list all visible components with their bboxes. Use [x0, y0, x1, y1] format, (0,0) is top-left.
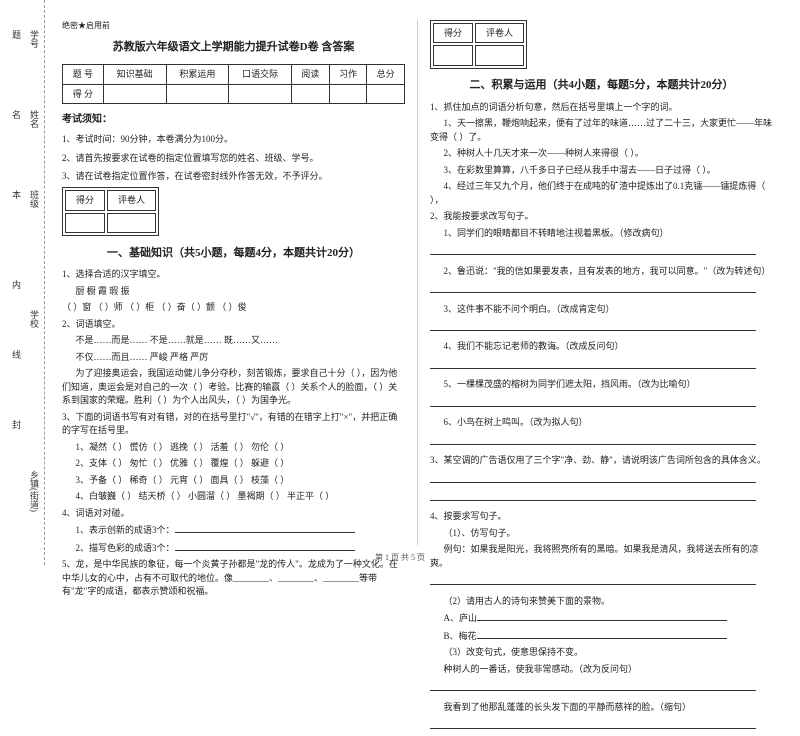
- blank-line: [430, 491, 756, 501]
- left-column: 绝密★启用前 苏教版六年级语文上学期能力提升试卷D卷 含答案 题 号 知识基础 …: [50, 20, 418, 545]
- score-cell: [229, 84, 292, 103]
- blank-line: [477, 611, 727, 621]
- question-text: （3）改变句式，使意思保持不变。: [430, 646, 773, 660]
- question-text: 不仅……而且…… 严峻 严格 严厉: [62, 351, 405, 365]
- notice-item: 2、请首先按要求在试卷的指定位置填写您的姓名、班级、学号。: [62, 151, 405, 165]
- binding-label: 乡镇(街道): [28, 470, 41, 512]
- question-text: （1）、仿写句子。: [430, 527, 773, 541]
- question: 3、下面的词语书写有对有错，对的在括号里打"√"，有错的在错字上打"×"，并把正…: [62, 411, 405, 438]
- grader-box: 得分 评卷人: [430, 20, 527, 69]
- notice-title: 考试须知：: [62, 112, 405, 128]
- question-text: 不是……而是…… 不是……就是…… 既……又……: [62, 334, 405, 348]
- page-footer: 第 1 页 共 5 页: [0, 552, 800, 563]
- blank-line: [477, 629, 727, 639]
- question: 5、龙，是中华民族的象征，每一个炎黄子孙都是"龙的传人"。龙成为了一种文化。在中…: [62, 558, 405, 599]
- question: 1、选择合适的汉字填空。: [62, 268, 405, 282]
- score-header: 题 号: [63, 65, 104, 84]
- binding-margin: 学号 题 姓名 名 班级 本 内 学校 线 封 乡镇(街道): [0, 0, 45, 565]
- question: 2、词语填空。: [62, 318, 405, 332]
- score-header: 积累运用: [166, 65, 229, 84]
- blank-line: [430, 575, 756, 585]
- right-column: 得分 评卷人 二、积累与运用（共4小题，每题5分，本题共计20分） 1、抓住加点…: [418, 20, 785, 545]
- score-header: 习作: [329, 65, 367, 84]
- question-text: 4、我们不能忘记老师的教诲。（改成反问句）: [430, 340, 773, 354]
- binding-mark: 本: [10, 190, 23, 199]
- score-table: 题 号 知识基础 积累运用 口语交际 阅读 习作 总分 得 分: [62, 64, 405, 104]
- binding-mark: 封: [10, 420, 23, 429]
- blank-line: [430, 473, 756, 483]
- blank-line: [430, 359, 756, 369]
- blank-line: [430, 245, 756, 255]
- score-cell: [103, 84, 166, 103]
- confidential-mark: 绝密★启用前: [62, 20, 405, 33]
- question-text: 1、凝然（ ） 慌仿（ ） 逃挽（ ） 活羞（ ） 勿伦（ ）: [62, 441, 405, 455]
- table-row: 题 号 知识基础 积累运用 口语交际 阅读 习作 总分: [63, 65, 405, 84]
- score-cell: 得 分: [63, 84, 104, 103]
- score-cell: [166, 84, 229, 103]
- grader-label: 评卷人: [107, 190, 156, 210]
- question-text: 1、表示创新的成语3个：: [62, 523, 405, 538]
- question: 1、抓住加点的词语分析句意，然后在括号里填上一个字的词。: [430, 101, 773, 115]
- binding-mark: 线: [10, 350, 23, 359]
- question: 2、我能按要求改写句子。: [430, 210, 773, 224]
- question-text: 4、经过三年又九个月，他们终于在成吨的矿渣中提炼出了0.1克镭——镭提炼得（ ）…: [430, 180, 773, 207]
- table-row: 得 分: [63, 84, 405, 103]
- exam-title: 苏教版六年级语文上学期能力提升试卷D卷 含答案: [62, 39, 405, 57]
- blank-line: [430, 719, 756, 729]
- question-text: （2）请用古人的诗句来赞美下面的景物。: [430, 595, 773, 609]
- score-cell: [329, 84, 367, 103]
- blank-line: [175, 523, 355, 533]
- binding-label: 学校: [28, 310, 41, 328]
- question-text: 3、予备（ ） 稀奇（ ） 元宵（ ） 面具（ ） 枝藻（ ）: [62, 474, 405, 488]
- binding-label: 姓名: [28, 110, 41, 128]
- section-title: 二、积累与运用（共4小题，每题5分，本题共计20分）: [430, 77, 773, 95]
- question-text: 2、鲁迅说："我的信如果要发表，且有发表的地方，我可以同意。"（改为转述句）: [430, 265, 773, 279]
- question-text: （ ）窗 （ ）师 （ ）柜 （ ）奋（ ）颤 （ ）俊: [62, 301, 405, 315]
- page-container: 绝密★启用前 苏教版六年级语文上学期能力提升试卷D卷 含答案 题 号 知识基础 …: [0, 0, 800, 555]
- question-text: 4、白皱巍（ ） 结天桥（ ） 小圆溜（ ） 墨褐期（ ） 半正平（ ）: [62, 490, 405, 504]
- question-text: 我看到了他那乱蓬蓬的长头发下面的平静而慈祥的脸。（缩句）: [430, 701, 773, 715]
- question-text: 2、种树人十几天才来一次——种树人来得很（ ）。: [430, 147, 773, 161]
- binding-label: 班级: [28, 190, 41, 208]
- blank-line: [430, 283, 756, 293]
- grader-box: 得分 评卷人: [62, 187, 159, 236]
- score-cell: [367, 84, 405, 103]
- question-text: B、梅花: [430, 629, 773, 644]
- question-text: 6、小鸟在树上鸣叫。（改为拟人句）: [430, 416, 773, 430]
- question-text: 1、天一擦黑，鞭炮响起来，便有了过年的味道……过了二十三，大家更忙——年味变得（…: [430, 117, 773, 144]
- question-text: 5、一棵棵茂盛的榕树为同学们遮太阳，挡风雨。（改为比喻句）: [430, 378, 773, 392]
- question-text: 3、在彩数里算算，八千多日子已经从我手中溜去——日子过得（ ）。: [430, 164, 773, 178]
- score-cell: [291, 84, 329, 103]
- binding-mark: 名: [10, 110, 23, 119]
- question-text: 1、同学们的眼睛都目不转睛地注视着黑板。（修改病句）: [430, 227, 773, 241]
- blank-line: [175, 541, 355, 551]
- question: 4、词语对对碰。: [62, 507, 405, 521]
- binding-label: 学号: [28, 30, 41, 48]
- score-label: 得分: [433, 23, 473, 43]
- blank-line: [430, 397, 756, 407]
- binding-mark: 内: [10, 280, 23, 289]
- score-header: 阅读: [291, 65, 329, 84]
- section-title: 一、基础知识（共5小题，每题4分，本题共计20分）: [62, 245, 405, 263]
- question-text: 2、支体（ ） 匆忙（ ） 优雅（ ） 覆煌（ ） 躲避（ ）: [62, 457, 405, 471]
- question: 4、按要求写句子。: [430, 510, 773, 524]
- question-text: 厨 橱 霞 瑕 振: [62, 285, 405, 299]
- question-text: A、庐山: [430, 611, 773, 626]
- score-header: 总分: [367, 65, 405, 84]
- score-header: 知识基础: [103, 65, 166, 84]
- score-label: 得分: [65, 190, 105, 210]
- binding-mark: 题: [10, 30, 23, 39]
- grader-label: 评卷人: [475, 23, 524, 43]
- notice-item: 3、请在试卷指定位置作答，在试卷密封线外作答无效，不予评分。: [62, 169, 405, 183]
- question-text: 为了迎接奥运会，我国运动健儿争分夺秒，刻苦锻炼，要求自己十分（ ），因为他们知道…: [62, 367, 405, 408]
- blank-line: [430, 435, 756, 445]
- question-text: 种树人的一番话，使我非常感动。（改为反问句）: [430, 663, 773, 677]
- blank-line: [430, 681, 756, 691]
- notice-item: 1、考试时间：90分钟，本卷满分为100分。: [62, 132, 405, 146]
- blank-line: [430, 321, 756, 331]
- question-text: 3、这件事不能不问个明白。（改成肯定句）: [430, 303, 773, 317]
- score-header: 口语交际: [229, 65, 292, 84]
- question: 3、某空调的广告语仅用了三个字"净、劲、静"，请说明该广告词所包含的具体含义。: [430, 454, 773, 468]
